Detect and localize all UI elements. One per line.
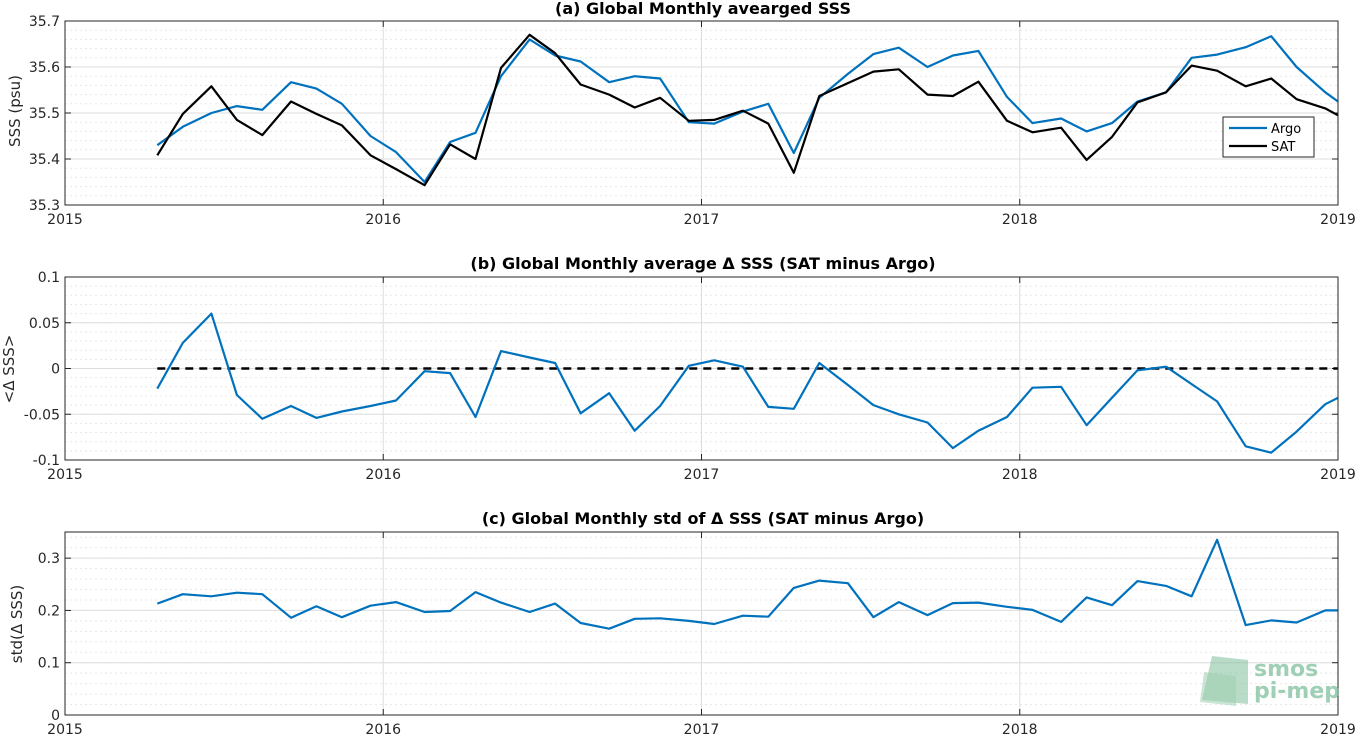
y-tick-label: 0.3 [38,551,60,567]
y-tick-label: 0 [51,708,60,724]
x-tick-label: 2019 [1320,722,1356,737]
y-tick-label: 0.1 [38,270,60,286]
y-tick-label: -0.1 [33,453,60,469]
axes-frame [64,276,1339,461]
legend-box [1222,116,1315,158]
y-tick-label: 0.05 [29,316,60,332]
y-axis-label: <Δ SSS> [0,335,18,404]
x-tick-label: 2018 [1002,722,1038,737]
series-line-sat [156,33,1339,187]
x-tick-label: 2019 [1320,467,1356,483]
x-tick-label: 2017 [684,467,720,483]
y-tick-label: 35.7 [29,14,60,30]
axes-frame [64,531,1339,716]
x-tick-label: 2015 [47,467,83,483]
watermark-text-smos: smos [1254,657,1318,682]
y-axis-label: std(Δ SSS) [8,585,26,664]
chart-title: (c) Global Monthly std of Δ SSS (SAT min… [482,509,924,528]
x-tick-label: 2016 [365,722,401,737]
panel-b: -0.1 -0.05 0 0.05 0.1 2015 2016 2017 2018 2019 (b)… [0,254,1356,483]
x-tick-label: 2017 [684,722,720,737]
chart-title: (a) Global Monthly avearged SSS [555,0,851,18]
y-tick-label: 35.6 [29,60,60,76]
y-tick-label: 35.4 [29,152,60,168]
y-tick-label: 0.2 [38,603,60,619]
y-tick-label: 0 [51,362,60,378]
y-tick-label: 0.1 [38,656,60,672]
legend-label-argo: Argo [1271,122,1301,137]
smos-pimep-logo: smos pi-mep [1200,656,1340,706]
panel-c: 0 0.1 0.2 0.3 2015 2016 2017 2018 2019 (c) Global… [8,509,1356,737]
x-tick-label: 2019 [1320,212,1356,228]
watermark-text-pimep: pi-mep [1254,679,1340,704]
series-line [156,312,1339,454]
legend-label-sat: SAT [1271,140,1295,155]
y-tick-label: 35.3 [29,198,60,214]
x-tick-label: 2015 [47,722,83,737]
x-tick-label: 2015 [47,212,83,228]
series-line [156,538,1338,630]
x-tick-label: 2018 [1002,467,1038,483]
x-tick-label: 2016 [365,467,401,483]
axes-frame [64,20,1339,206]
x-tick-label: 2018 [1002,212,1038,228]
x-tick-label: 2017 [684,212,720,228]
y-tick-label: 35.5 [29,106,60,122]
panel-a: 35.3 35.4 35.5 35.6 35.7 2015 2016 2017 2018 2019… [6,0,1356,228]
y-tick-label: -0.05 [24,407,60,423]
chart-title: (b) Global Monthly average Δ SSS (SAT mi… [470,254,935,273]
y-axis-label: SSS (psu) [6,75,24,147]
x-tick-label: 2016 [365,212,401,228]
